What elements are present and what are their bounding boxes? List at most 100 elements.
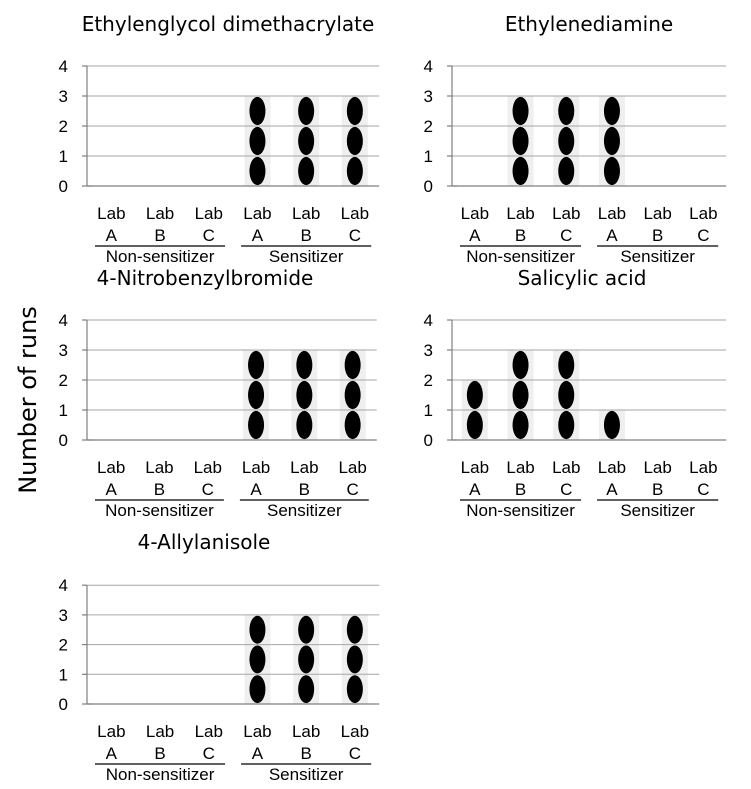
group-label: Non-sensitizer bbox=[466, 501, 575, 520]
run-marker bbox=[512, 96, 529, 126]
y-tick-label: 3 bbox=[59, 341, 68, 360]
category-label-line2: A bbox=[606, 480, 618, 499]
category-label-line2: B bbox=[515, 480, 526, 499]
category-label-line1: Lab bbox=[97, 458, 125, 477]
chart-panel-3: 4-Nitrobenzylbromide 0 1 2 3 4 Lab A Lab B Lab C Lab… bbox=[59, 266, 377, 520]
run-marker bbox=[466, 410, 483, 440]
run-marker bbox=[248, 350, 265, 380]
run-marker bbox=[512, 380, 529, 410]
run-marker bbox=[346, 645, 363, 674]
category-label-line1: Lab bbox=[506, 204, 534, 223]
chart-title: 4-Allylanisole bbox=[138, 530, 271, 554]
run-marker bbox=[346, 156, 363, 186]
run-marker bbox=[248, 380, 265, 410]
category-label-line2: C bbox=[349, 226, 361, 245]
category-label-line1: Lab bbox=[643, 204, 671, 223]
category-label-line2: B bbox=[299, 480, 310, 499]
category-label-line2: A bbox=[250, 480, 262, 499]
category-label-line1: Lab bbox=[145, 458, 173, 477]
run-marker bbox=[298, 645, 315, 674]
category-label-line1: Lab bbox=[146, 722, 174, 741]
run-marker bbox=[346, 126, 363, 156]
y-tick-label: 0 bbox=[59, 431, 68, 450]
run-marker bbox=[346, 675, 363, 704]
run-marker bbox=[346, 96, 363, 126]
group-label: Sensitizer bbox=[620, 247, 695, 266]
category-label-line1: Lab bbox=[506, 458, 534, 477]
y-tick-label: 1 bbox=[59, 401, 68, 420]
y-tick-label: 2 bbox=[59, 117, 68, 136]
category-label-line2: B bbox=[300, 226, 311, 245]
y-tick-label: 3 bbox=[424, 87, 433, 106]
y-tick-label: 1 bbox=[59, 147, 68, 166]
category-label-line2: C bbox=[203, 226, 215, 245]
category-label-line2: A bbox=[469, 480, 481, 499]
category-label-line1: Lab bbox=[194, 458, 222, 477]
run-marker bbox=[558, 410, 575, 440]
y-tick-label: 0 bbox=[59, 695, 68, 714]
run-marker bbox=[298, 675, 315, 704]
run-marker bbox=[344, 410, 361, 440]
category-label-line2: C bbox=[349, 744, 361, 763]
category-label-line2: C bbox=[560, 480, 572, 499]
category-label-line1: Lab bbox=[338, 458, 366, 477]
run-marker bbox=[296, 380, 313, 410]
category-label-line1: Lab bbox=[552, 458, 580, 477]
run-marker bbox=[298, 126, 315, 156]
y-tick-label: 3 bbox=[424, 341, 433, 360]
category-label-line1: Lab bbox=[195, 204, 223, 223]
category-label-line2: B bbox=[515, 226, 526, 245]
run-marker bbox=[249, 675, 266, 704]
group-label: Sensitizer bbox=[620, 501, 695, 520]
category-label-line2: B bbox=[652, 226, 663, 245]
run-marker bbox=[603, 96, 620, 126]
run-marker bbox=[558, 96, 575, 126]
y-tick-label: 4 bbox=[59, 576, 68, 595]
y-tick-label: 4 bbox=[59, 57, 68, 76]
category-label-line2: B bbox=[154, 744, 165, 763]
category-label-line1: Lab bbox=[341, 722, 369, 741]
y-tick-label: 1 bbox=[424, 147, 433, 166]
category-label-line1: Lab bbox=[552, 204, 580, 223]
run-marker bbox=[558, 380, 575, 410]
run-marker bbox=[344, 380, 361, 410]
group-label: Sensitizer bbox=[269, 765, 344, 784]
category-label-line2: C bbox=[560, 226, 572, 245]
category-label-line1: Lab bbox=[689, 458, 717, 477]
chart-title: Ethylenediamine bbox=[505, 12, 673, 36]
category-label-line2: C bbox=[202, 480, 214, 499]
run-marker bbox=[466, 380, 483, 410]
group-label: Sensitizer bbox=[267, 501, 342, 520]
category-label-line1: Lab bbox=[598, 458, 626, 477]
category-label-line1: Lab bbox=[242, 458, 270, 477]
category-label-line1: Lab bbox=[643, 458, 671, 477]
category-label-line1: Lab bbox=[97, 204, 125, 223]
category-label-line2: A bbox=[252, 226, 264, 245]
category-label-line1: Lab bbox=[461, 204, 489, 223]
category-label-line1: Lab bbox=[243, 722, 271, 741]
category-label-line2: B bbox=[300, 744, 311, 763]
chart-panel-2: Ethylenediamine 0 1 2 3 4 Lab A Lab B Lab C Lab A Lab B… bbox=[424, 12, 727, 266]
run-marker bbox=[346, 615, 363, 644]
run-marker bbox=[298, 156, 315, 186]
category-label-line2: A bbox=[469, 226, 481, 245]
y-tick-label: 2 bbox=[59, 636, 68, 655]
category-label-line1: Lab bbox=[290, 458, 318, 477]
run-marker bbox=[603, 156, 620, 186]
run-marker bbox=[248, 410, 265, 440]
category-label-line1: Lab bbox=[97, 722, 125, 741]
run-marker bbox=[603, 126, 620, 156]
category-label-line2: C bbox=[347, 480, 359, 499]
run-marker bbox=[296, 350, 313, 380]
y-tick-label: 3 bbox=[59, 606, 68, 625]
run-marker bbox=[512, 410, 529, 440]
group-label: Non-sensitizer bbox=[105, 501, 214, 520]
run-marker bbox=[558, 126, 575, 156]
category-label-line2: A bbox=[606, 226, 618, 245]
y-tick-label: 1 bbox=[424, 401, 433, 420]
y-axis-label: Number of runs bbox=[14, 306, 42, 494]
category-label-line2: A bbox=[105, 480, 117, 499]
run-marker bbox=[512, 350, 529, 380]
chart-panel-1: Ethylenglycol dimethacrylate 0 1 2 3 4 Lab A Lab… bbox=[59, 12, 380, 266]
run-marker bbox=[296, 410, 313, 440]
